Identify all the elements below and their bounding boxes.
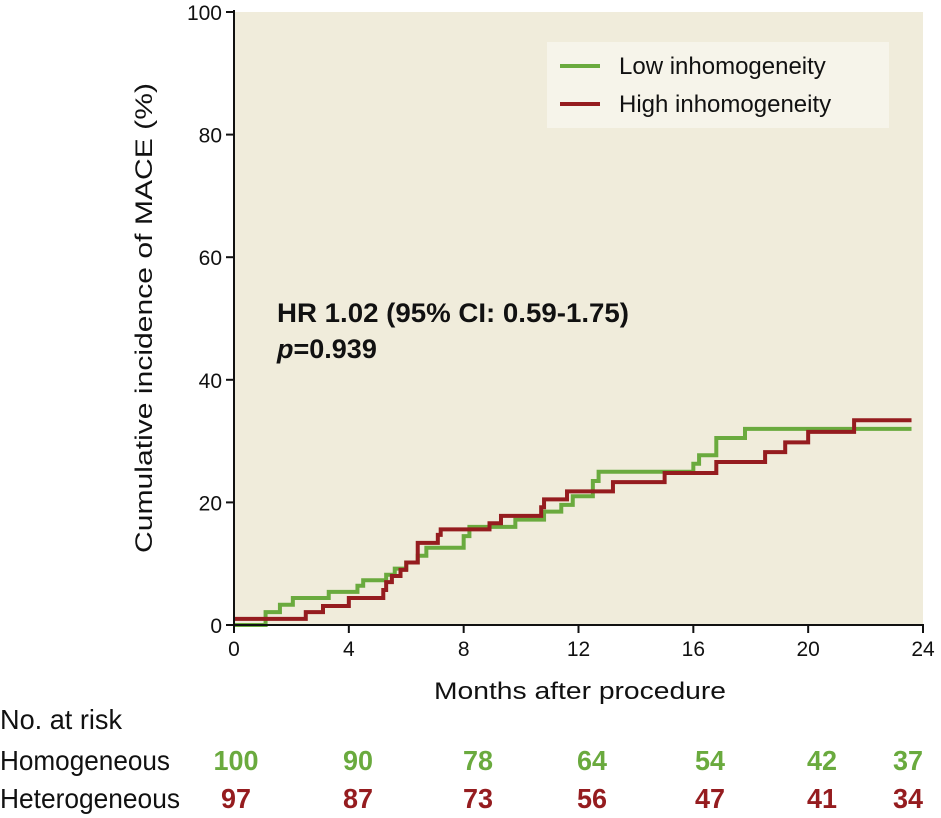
y-tick-label: 60 bbox=[199, 247, 222, 270]
high-inhomogeneity-curve bbox=[234, 418, 912, 621]
risk-row-label: Homogeneous bbox=[0, 745, 170, 776]
risk-count: 90 bbox=[343, 745, 373, 776]
risk-count: 34 bbox=[893, 783, 923, 814]
x-tick-label: 20 bbox=[796, 638, 819, 661]
x-axis-label: Months after procedure bbox=[434, 678, 726, 705]
risk-count: 87 bbox=[343, 783, 373, 814]
hazard-ratio-annotation: HR 1.02 (95% CI: 0.59-1.75) bbox=[277, 298, 629, 328]
p-value-annotation: p=0.939 bbox=[276, 334, 377, 364]
legend: Low inhomogeneity High inhomogeneity bbox=[547, 42, 889, 128]
risk-count: 56 bbox=[577, 783, 607, 814]
y-tick-label: 0 bbox=[210, 615, 222, 638]
y-tick-label: 80 bbox=[199, 125, 222, 148]
x-tick-label: 0 bbox=[228, 638, 240, 661]
y-tick-label: 100 bbox=[187, 2, 222, 25]
risk-row-label: Heterogeneous bbox=[0, 783, 180, 814]
risk-count: 97 bbox=[221, 783, 251, 814]
legend-box bbox=[547, 42, 889, 128]
p-label: p bbox=[276, 334, 294, 364]
x-tick-label: 8 bbox=[458, 638, 470, 661]
risk-count: 73 bbox=[463, 783, 493, 814]
y-axis-label: Cumulative incidence of MACE (%) bbox=[131, 83, 158, 553]
risk-count: 47 bbox=[695, 783, 725, 814]
y-tick-label: 20 bbox=[199, 492, 222, 515]
risk-count: 54 bbox=[695, 745, 725, 776]
risk-count: 37 bbox=[893, 745, 923, 776]
p-value: =0.939 bbox=[294, 334, 377, 364]
risk-table-title: No. at risk bbox=[0, 704, 123, 735]
x-tick-label: 24 bbox=[911, 638, 935, 661]
y-tick-label: 40 bbox=[199, 370, 222, 393]
x-tick-label: 4 bbox=[343, 638, 355, 661]
risk-count: 42 bbox=[807, 745, 837, 776]
x-tick-label: 16 bbox=[682, 638, 705, 661]
x-tick-label: 12 bbox=[567, 638, 590, 661]
risk-count: 64 bbox=[577, 745, 607, 776]
low-inhomogeneity-curve bbox=[234, 426, 912, 627]
risk-count: 41 bbox=[807, 783, 837, 814]
legend-label: Low inhomogeneity bbox=[619, 53, 826, 80]
risk-count: 100 bbox=[214, 745, 259, 776]
legend-label: High inhomogeneity bbox=[619, 91, 831, 118]
risk-count: 78 bbox=[463, 745, 493, 776]
